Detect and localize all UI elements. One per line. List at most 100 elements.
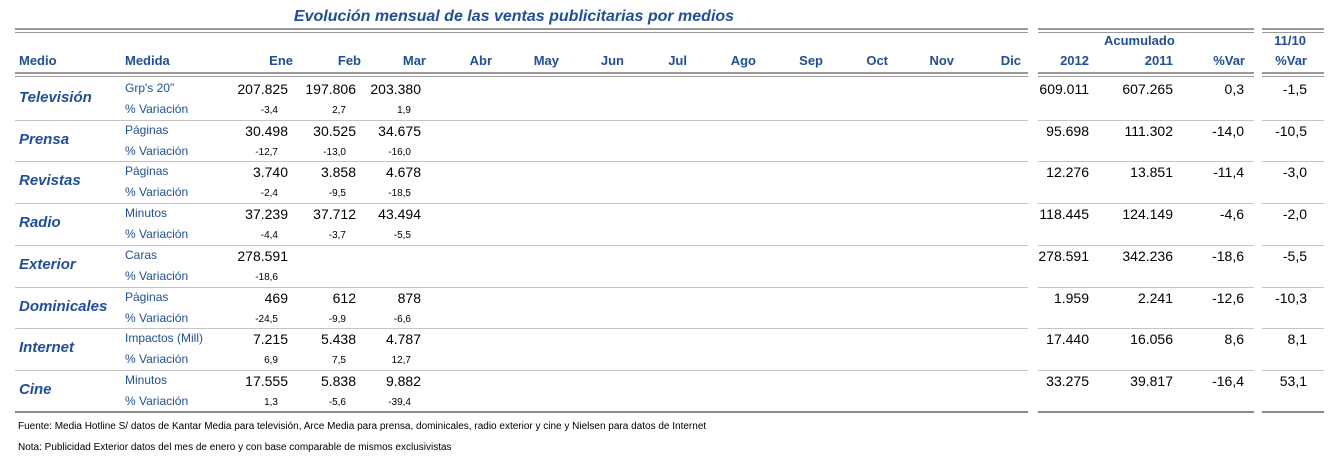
- row-separator: [1038, 328, 1254, 330]
- top-rule: [1038, 28, 1254, 30]
- medio-name: Radio: [19, 214, 61, 232]
- header-pvar: %Var: [1213, 53, 1245, 68]
- month-variation: -4,4: [260, 230, 278, 242]
- variation-label: % Variación: [125, 310, 189, 325]
- accumulated-table: Acumulado 2012 2011 %Var 609.011 607.265 0,3 95…: [1038, 28, 1254, 413]
- row-separator: [1262, 286, 1324, 288]
- row-separator: [1038, 369, 1254, 371]
- row-separator: [1262, 328, 1324, 330]
- header-rule-inner: [1038, 76, 1254, 77]
- header-month: Jun: [600, 53, 624, 68]
- month-variation: -18,5: [388, 188, 411, 200]
- acc-2012-value: 17.440: [1046, 331, 1089, 348]
- month-value: 878: [397, 289, 421, 306]
- month-variation: -18,6: [255, 271, 278, 283]
- month-variation: 7,5: [332, 355, 346, 367]
- acc-2012-value: 118.445: [1039, 206, 1089, 223]
- month-value: 43.494: [378, 206, 421, 223]
- acc-var-value: -18,6: [1212, 247, 1244, 264]
- variation-label: % Variación: [125, 268, 189, 283]
- header-month: May: [533, 53, 559, 68]
- variation-label: % Variación: [125, 102, 189, 116]
- medida-label: Grp's 20": [125, 81, 175, 95]
- row-separator: [15, 161, 1028, 163]
- month-value: 9.882: [385, 372, 421, 389]
- variation-label: % Variación: [125, 185, 189, 200]
- acc-2011-value: 111.302: [1124, 122, 1173, 139]
- row-separator: [1262, 119, 1324, 121]
- medio-name: Televisión: [19, 89, 92, 106]
- row-separator: [1038, 286, 1254, 288]
- row-separator: [15, 286, 1028, 288]
- header-ratio-top: 11/10: [1274, 33, 1306, 48]
- acc-var-value: -12,6: [1212, 289, 1244, 306]
- month-variation: 12,7: [391, 355, 411, 367]
- month-value: 197.806: [305, 81, 356, 97]
- header-2012: 2012: [1060, 53, 1089, 68]
- top-rule-inner: [1262, 32, 1324, 33]
- medida-label: Páginas: [125, 122, 169, 137]
- medida-label: Minutos: [125, 372, 168, 387]
- acc-2012-value: 278.591: [1038, 247, 1089, 264]
- month-variation: -3,4: [260, 105, 278, 116]
- month-variation: -12,7: [255, 146, 278, 158]
- row-separator: [15, 328, 1028, 330]
- month-variation: -16,0: [388, 146, 411, 158]
- acc-var-value: 8,6: [1224, 331, 1244, 348]
- acc-2012-value: 33.275: [1046, 372, 1089, 389]
- month-variation: -9,5: [328, 188, 346, 200]
- month-value: 30.525: [313, 122, 356, 139]
- month-variation: -13,0: [323, 146, 346, 158]
- row-separator: [1038, 244, 1254, 246]
- acc-2012-value: 95.698: [1046, 122, 1089, 139]
- month-variation: -3,7: [328, 230, 346, 242]
- header-month: Sep: [799, 53, 823, 68]
- header-month: Mar: [402, 53, 426, 68]
- row-separator: [15, 119, 1028, 121]
- header-medio: Medio: [19, 53, 57, 68]
- ratio-value: -2,0: [1282, 206, 1307, 223]
- row-separator: [1038, 119, 1254, 121]
- top-rule: [15, 28, 1028, 30]
- acc-2011-value: 124.149: [1122, 206, 1173, 223]
- medio-name: Prensa: [19, 130, 70, 148]
- month-value: 612: [332, 289, 356, 306]
- medio-name: Dominicales: [19, 297, 108, 315]
- month-variation: -9,9: [328, 313, 346, 325]
- row-separator: [1038, 161, 1254, 163]
- month-value: 4.678: [385, 164, 421, 181]
- month-variation: 2,7: [332, 105, 346, 116]
- header-month: Abr: [469, 53, 492, 68]
- header-month: Ago: [730, 53, 756, 68]
- header-2011: 2011: [1144, 53, 1173, 68]
- medida-label: Caras: [125, 247, 158, 262]
- acc-2011-value: 39.817: [1130, 372, 1173, 389]
- month-value: 3.740: [252, 164, 288, 181]
- row-separator: [15, 244, 1028, 246]
- medida-label: Impactos (Mill): [125, 331, 204, 346]
- month-value: 203.380: [370, 81, 421, 97]
- medio-name: Exterior: [19, 255, 76, 273]
- month-value: 7.215: [252, 331, 288, 348]
- variation-label: % Variación: [125, 352, 189, 367]
- month-variation: -5,5: [393, 230, 411, 242]
- acc-var-value: -4,6: [1219, 206, 1244, 223]
- month-variation: -5,6: [328, 396, 346, 408]
- month-value: 17.555: [245, 372, 288, 389]
- header-month: Dic: [1000, 53, 1021, 68]
- acc-2011-value: 607.265: [1122, 81, 1173, 97]
- bottom-rule: [1038, 411, 1254, 413]
- ratio-value: -3,0: [1282, 164, 1307, 181]
- month-variation: -6,6: [393, 313, 411, 325]
- medio-name: Cine: [19, 380, 52, 398]
- month-value: 278.591: [237, 247, 288, 264]
- month-value: 34.675: [378, 122, 421, 139]
- acc-var-value: 0,3: [1224, 81, 1244, 97]
- table-title: Evolución mensual de las ventas publicit…: [293, 8, 735, 25]
- acc-var-value: -11,4: [1213, 164, 1244, 181]
- row-separator: [15, 203, 1028, 205]
- medida-label: Minutos: [125, 206, 168, 221]
- month-variation: 6,9: [264, 355, 278, 367]
- acc-2011-value: 16.056: [1130, 331, 1173, 348]
- bottom-rule: [1262, 411, 1324, 413]
